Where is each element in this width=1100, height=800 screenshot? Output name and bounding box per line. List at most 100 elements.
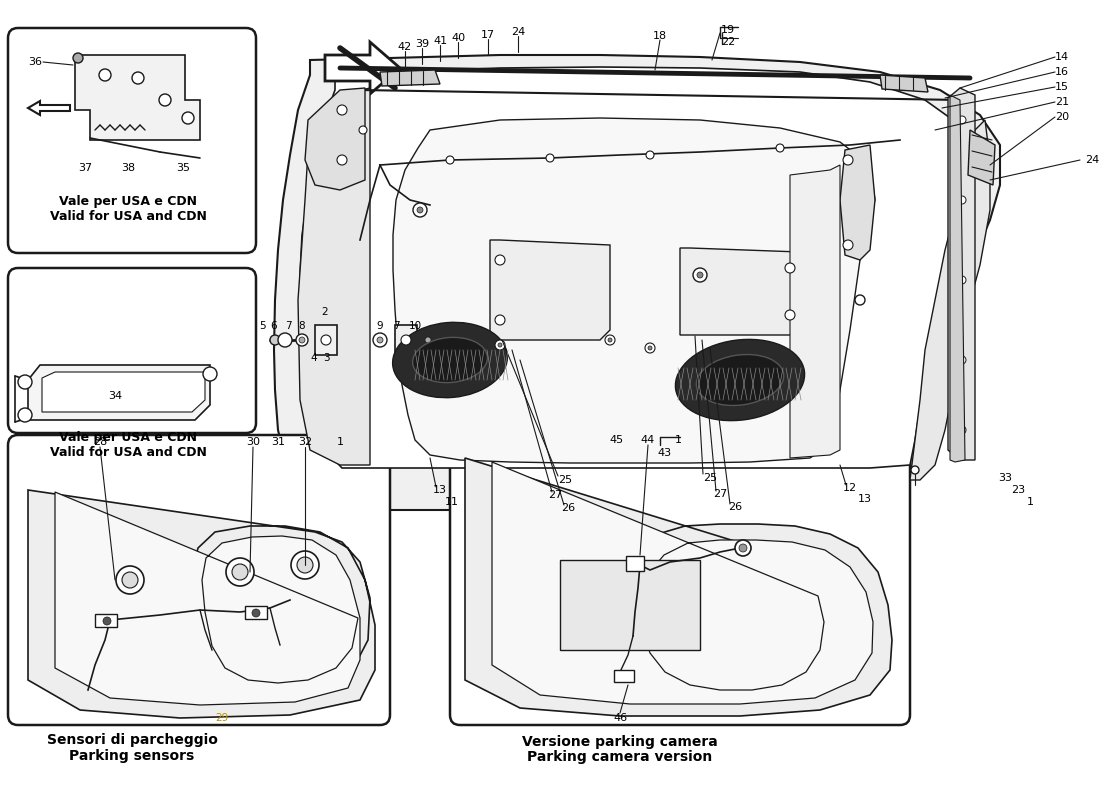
Text: eurocars: eurocars — [350, 253, 770, 507]
Text: 18: 18 — [653, 31, 667, 41]
Circle shape — [958, 426, 966, 434]
Polygon shape — [880, 75, 928, 92]
Polygon shape — [42, 372, 205, 412]
Text: 26: 26 — [561, 503, 575, 513]
Circle shape — [425, 337, 431, 343]
Text: 20: 20 — [1055, 112, 1069, 122]
Circle shape — [132, 72, 144, 84]
Polygon shape — [948, 88, 975, 460]
Text: Vale per USA e CDN: Vale per USA e CDN — [59, 195, 197, 209]
Circle shape — [252, 609, 260, 617]
Text: 9: 9 — [376, 321, 383, 331]
Circle shape — [412, 203, 427, 217]
Circle shape — [785, 263, 795, 273]
FancyBboxPatch shape — [450, 435, 910, 725]
FancyBboxPatch shape — [8, 435, 390, 725]
Text: 30: 30 — [246, 437, 260, 447]
Bar — [315, 325, 337, 355]
Text: 24: 24 — [510, 27, 525, 37]
Text: 35: 35 — [176, 163, 190, 173]
Polygon shape — [55, 492, 360, 705]
Circle shape — [855, 295, 865, 305]
Circle shape — [377, 337, 383, 343]
Circle shape — [495, 255, 505, 265]
Text: Sensori di parcheggio: Sensori di parcheggio — [46, 733, 218, 747]
FancyArrow shape — [28, 101, 70, 115]
Circle shape — [958, 276, 966, 284]
FancyBboxPatch shape — [8, 268, 256, 433]
Circle shape — [693, 268, 707, 282]
Ellipse shape — [675, 339, 804, 421]
Circle shape — [297, 557, 313, 573]
Circle shape — [446, 156, 454, 164]
Polygon shape — [28, 365, 210, 420]
Circle shape — [160, 94, 170, 106]
Text: 32: 32 — [298, 437, 312, 447]
Text: 14: 14 — [1055, 52, 1069, 62]
Text: 39: 39 — [415, 39, 429, 49]
Circle shape — [359, 126, 367, 134]
Circle shape — [226, 558, 254, 586]
Circle shape — [546, 154, 554, 162]
Polygon shape — [298, 88, 370, 465]
Bar — [626, 556, 644, 571]
Text: 31: 31 — [271, 437, 285, 447]
Polygon shape — [75, 55, 200, 140]
Text: 15: 15 — [1055, 82, 1069, 92]
FancyBboxPatch shape — [8, 28, 256, 253]
Polygon shape — [560, 560, 700, 650]
Ellipse shape — [696, 354, 783, 406]
Circle shape — [911, 466, 918, 474]
Polygon shape — [274, 55, 1000, 510]
Circle shape — [739, 544, 747, 552]
Circle shape — [605, 335, 615, 345]
Text: 25: 25 — [558, 475, 572, 485]
Circle shape — [373, 333, 387, 347]
Circle shape — [18, 375, 32, 389]
Text: 24: 24 — [1085, 155, 1099, 165]
Circle shape — [958, 116, 966, 124]
Polygon shape — [492, 462, 873, 704]
Polygon shape — [324, 42, 400, 94]
Circle shape — [785, 310, 795, 320]
Polygon shape — [379, 70, 440, 86]
Text: 13: 13 — [858, 494, 872, 504]
Text: 46: 46 — [613, 713, 627, 723]
Text: 22: 22 — [720, 37, 735, 47]
Circle shape — [182, 112, 194, 124]
Text: 27: 27 — [548, 490, 562, 500]
Circle shape — [843, 240, 852, 250]
Text: 12: 12 — [843, 483, 857, 493]
Circle shape — [103, 617, 111, 625]
Text: 1: 1 — [674, 435, 682, 445]
Text: 13: 13 — [433, 485, 447, 495]
Circle shape — [278, 333, 292, 347]
Text: 38: 38 — [121, 163, 135, 173]
Polygon shape — [490, 240, 610, 340]
Circle shape — [232, 564, 248, 580]
Circle shape — [417, 207, 424, 213]
Circle shape — [299, 337, 305, 343]
Bar — [95, 614, 117, 627]
Circle shape — [434, 335, 446, 345]
Circle shape — [843, 155, 852, 165]
Text: 45: 45 — [609, 435, 624, 445]
Text: 23: 23 — [1011, 485, 1025, 495]
Circle shape — [321, 335, 331, 345]
Text: 5: 5 — [258, 321, 265, 331]
Circle shape — [958, 356, 966, 364]
Text: Valid for USA and CDN: Valid for USA and CDN — [50, 446, 207, 458]
Circle shape — [122, 572, 138, 588]
Circle shape — [648, 346, 652, 350]
Text: 1: 1 — [1026, 497, 1034, 507]
Text: 26: 26 — [728, 502, 743, 512]
Circle shape — [608, 338, 612, 342]
Text: 1: 1 — [337, 437, 343, 447]
Text: Parking camera version: Parking camera version — [527, 750, 713, 764]
Circle shape — [270, 335, 280, 345]
Text: 3: 3 — [322, 353, 329, 363]
Text: 4: 4 — [310, 353, 317, 363]
Text: 42: 42 — [398, 42, 412, 52]
Circle shape — [697, 272, 703, 278]
Text: Vale per USA e CDN: Vale per USA e CDN — [59, 431, 197, 445]
